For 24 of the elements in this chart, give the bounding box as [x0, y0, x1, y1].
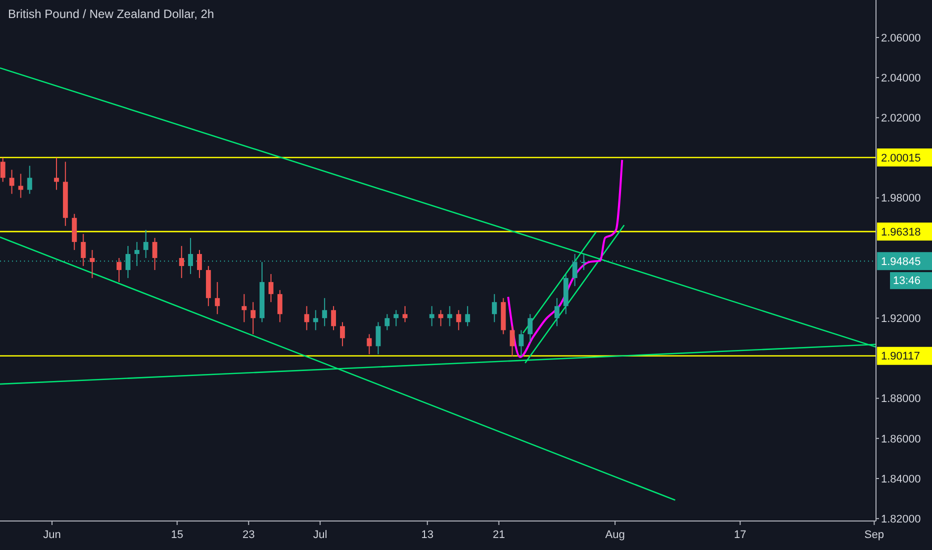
x-tick-label: 13	[421, 529, 434, 541]
text: 13:46	[893, 274, 921, 287]
ref-line-label: 2.00015	[881, 152, 921, 164]
x-tick-label: Jun	[43, 529, 61, 541]
x-tick-label: 23	[242, 529, 255, 541]
y-tick-label: 2.02000	[881, 112, 921, 125]
ref-line-label: 1.90117	[881, 350, 920, 363]
x-tick-label: Sep	[864, 529, 884, 541]
text: British Pound / New Zealand Dollar, 2h	[8, 7, 214, 21]
x-tick-label: 17	[734, 529, 746, 541]
x-tick-label: 15	[171, 529, 184, 541]
y-tick-label: 1.88000	[881, 393, 921, 406]
y-tick-label: 2.04000	[881, 72, 921, 84]
x-tick-label: Jul	[313, 529, 328, 541]
ref-line-label: 1.94845	[881, 256, 921, 268]
y-tick-label: 2.06000	[881, 32, 921, 44]
y-tick-label: 1.86000	[881, 433, 921, 446]
y-tick-label: 1.82000	[881, 513, 921, 526]
y-tick-label: 1.84000	[881, 473, 921, 486]
y-tick-label: 1.98000	[881, 192, 921, 205]
ref-line-label: 1.96318	[881, 226, 921, 238]
x-tick-label: Aug	[605, 529, 625, 541]
x-tick-label: 21	[492, 529, 505, 541]
y-tick-label: 1.92000	[881, 312, 921, 325]
